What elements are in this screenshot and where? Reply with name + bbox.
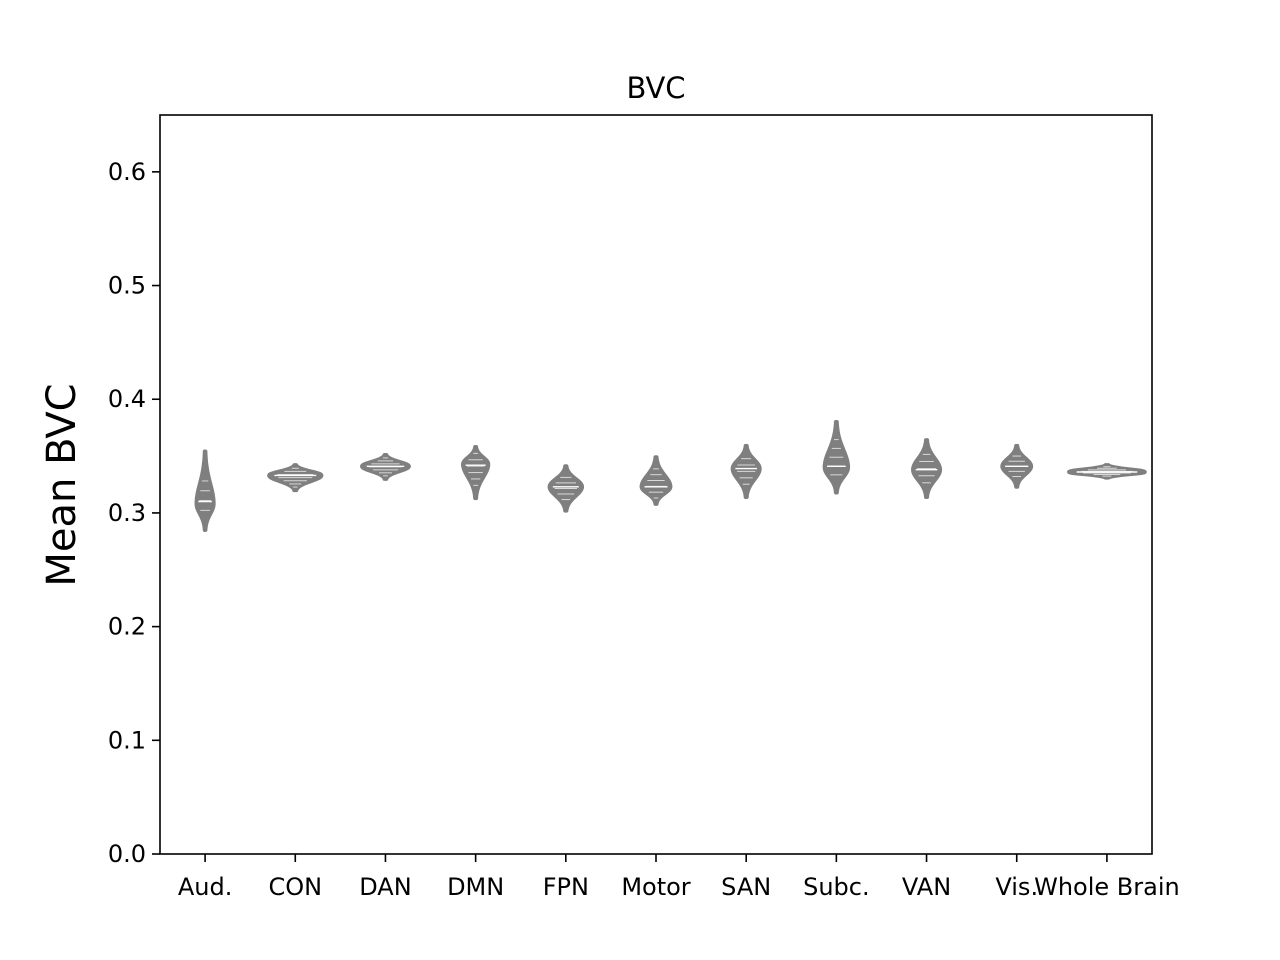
x-tick-label: Vis. [995, 873, 1038, 901]
x-tick-label: FPN [543, 873, 589, 901]
x-tick-label: Aud. [178, 873, 233, 901]
x-tick-label: VAN [902, 873, 951, 901]
x-tick-label: SAN [721, 873, 771, 901]
y-tick-label: 0.0 [108, 840, 146, 868]
x-tick-label: Subc. [803, 873, 870, 901]
x-axis-ticks: Aud. CON DAN DMN FPN Motor SAN Subc. VAN Vis.Whol… [178, 854, 1180, 901]
y-tick-label: 0.4 [108, 385, 146, 413]
chart-title: BVC [626, 71, 685, 105]
y-tick-label: 0.1 [108, 726, 146, 754]
violin-group [194, 419, 1147, 532]
y-axis-ticks: 0.0 0.1 0.2 0.3 0.4 0.5 0.6 [108, 158, 160, 868]
y-tick-label: 0.2 [108, 613, 146, 641]
y-axis-label: Mean BVC [39, 383, 85, 586]
x-tick-label: Motor [621, 873, 690, 901]
plot-frame [159, 114, 1153, 855]
y-tick-label: 0.6 [108, 158, 146, 186]
x-tick-label: DMN [447, 873, 504, 901]
x-tick-label: DAN [359, 873, 411, 901]
x-tick-label: Whole Brain [1034, 873, 1180, 901]
y-tick-label: 0.5 [108, 272, 146, 300]
y-tick-label: 0.3 [108, 499, 146, 527]
x-tick-label: CON [268, 873, 322, 901]
